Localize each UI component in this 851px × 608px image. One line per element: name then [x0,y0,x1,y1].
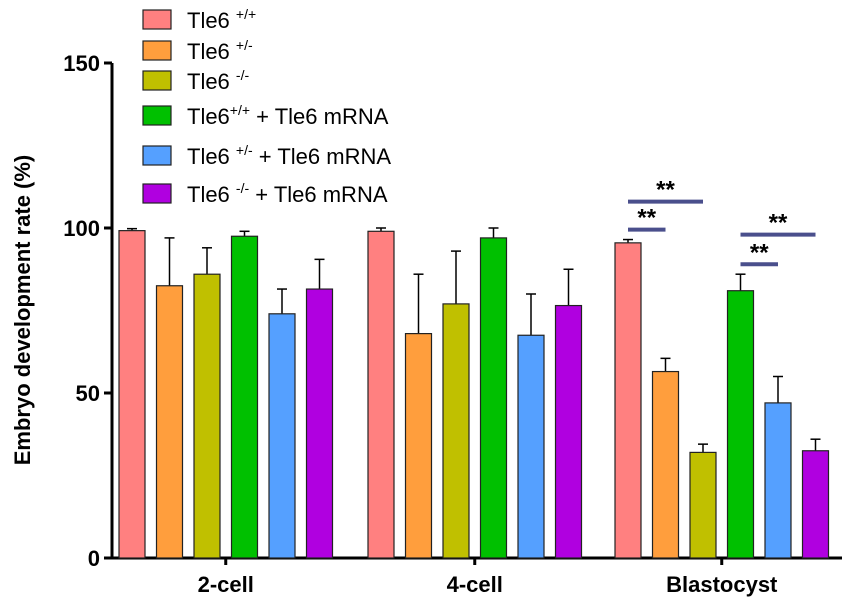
y-tick-label: 100 [63,216,100,241]
bar [230,235,259,559]
bar [404,333,433,559]
bar [193,273,221,559]
legend-label: Tle6 -/- + Tle6 mRNA [187,180,388,207]
legend-swatch [142,145,172,166]
y-axis-label: Embryo development rate (%) [10,155,35,466]
bar [118,230,146,559]
y-tick-label: 50 [76,381,100,406]
bar [726,290,755,559]
bar [367,230,395,559]
significance-stars: ** [750,239,769,266]
legend-swatch [142,105,172,126]
bar [442,303,470,559]
legend-label: Tle6 +/+ [187,6,256,33]
significance-stars: ** [637,205,656,232]
bar [801,450,830,559]
legend-swatch [142,40,172,61]
y-tick-label: 150 [63,51,100,76]
bar [689,451,717,559]
y-tick-label: 0 [88,546,100,571]
legend-swatch [142,70,172,91]
bar [305,288,334,559]
bar [517,334,545,559]
legend-swatch [142,9,172,30]
bar [155,285,184,559]
x-tick-label: Blastocyst [666,572,778,597]
bar [479,237,508,559]
x-tick-label: 2-cell [198,572,254,597]
bar [614,242,642,559]
legend-label: Tle6 +/- [187,37,253,64]
legend-swatch [142,183,172,204]
bars [118,227,830,559]
legend-label: Tle6 -/- [187,67,249,94]
legend-label: Tle6 +/- + Tle6 mRNA [187,142,391,169]
significance-stars: ** [769,210,788,237]
bar [268,313,296,559]
bar [554,304,583,559]
significance-stars: ** [656,177,675,204]
significance-annotations: **** **** [628,177,816,267]
legend-label: Tle6+/+ + Tle6 mRNA [187,102,389,129]
legend: Tle6 +/+ Tle6 +/- Tle6 -/- Tle6+/+ + Tle6 m… [142,6,391,207]
x-tick-label: 4-cell [447,572,503,597]
bar [764,402,792,559]
bar [651,370,680,559]
